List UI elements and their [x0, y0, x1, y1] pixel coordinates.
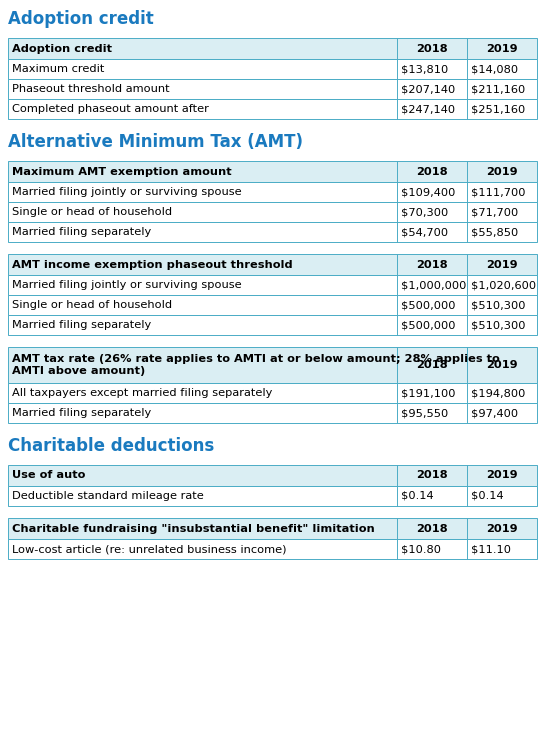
Text: $0.14: $0.14 — [401, 491, 434, 501]
Text: Married filing separately: Married filing separately — [12, 408, 152, 418]
Text: $11.10: $11.10 — [471, 544, 511, 554]
Text: 2019: 2019 — [486, 360, 518, 370]
Text: 2018: 2018 — [416, 523, 448, 534]
Text: Deductible standard mileage rate: Deductible standard mileage rate — [12, 491, 204, 501]
Text: 2019: 2019 — [486, 166, 518, 176]
Text: Adoption credit: Adoption credit — [12, 44, 112, 53]
Bar — [8, 79, 537, 99]
Bar — [8, 161, 537, 182]
Text: Married filing separately: Married filing separately — [12, 320, 152, 330]
Text: 2019: 2019 — [486, 523, 518, 534]
Text: $71,700: $71,700 — [471, 207, 518, 217]
Text: Married filing separately: Married filing separately — [12, 227, 152, 237]
Text: $97,400: $97,400 — [471, 408, 518, 418]
Text: 2018: 2018 — [416, 260, 448, 270]
Bar — [8, 202, 537, 222]
Text: All taxpayers except married filing separately: All taxpayers except married filing sepa… — [12, 388, 272, 398]
Text: $111,700: $111,700 — [471, 187, 525, 197]
Text: Maximum credit: Maximum credit — [12, 64, 105, 74]
Text: Single or head of household: Single or head of household — [12, 300, 172, 310]
Text: Charitable fundraising "insubstantial benefit" limitation: Charitable fundraising "insubstantial be… — [12, 523, 375, 534]
Text: 2018: 2018 — [416, 470, 448, 480]
Bar — [8, 465, 537, 486]
Bar — [8, 99, 537, 119]
Text: AMT income exemption phaseout threshold: AMT income exemption phaseout threshold — [12, 260, 293, 270]
Text: $10.80: $10.80 — [401, 544, 441, 554]
Text: $251,160: $251,160 — [471, 104, 525, 114]
Text: $1,020,600: $1,020,600 — [471, 280, 536, 290]
Text: Use of auto: Use of auto — [12, 470, 86, 480]
Text: $247,140: $247,140 — [401, 104, 455, 114]
Bar — [8, 295, 537, 315]
Text: Married filing jointly or surviving spouse: Married filing jointly or surviving spou… — [12, 187, 241, 197]
Bar — [8, 254, 537, 275]
Bar — [8, 59, 537, 79]
Bar — [8, 182, 537, 202]
Text: Low-cost article (re: unrelated business income): Low-cost article (re: unrelated business… — [12, 544, 287, 554]
Text: 2018: 2018 — [416, 44, 448, 53]
Text: $13,810: $13,810 — [401, 64, 448, 74]
Text: $191,100: $191,100 — [401, 388, 456, 398]
Text: $95,550: $95,550 — [401, 408, 448, 418]
Bar — [8, 222, 537, 242]
Text: Completed phaseout amount after: Completed phaseout amount after — [12, 104, 209, 114]
Text: Phaseout threshold amount: Phaseout threshold amount — [12, 84, 169, 94]
Text: $54,700: $54,700 — [401, 227, 448, 237]
Text: 2018: 2018 — [416, 166, 448, 176]
Text: $500,000: $500,000 — [401, 320, 456, 330]
Text: Maximum AMT exemption amount: Maximum AMT exemption amount — [12, 166, 232, 176]
Text: Single or head of household: Single or head of household — [12, 207, 172, 217]
Text: Adoption credit: Adoption credit — [8, 10, 154, 28]
Text: $14,080: $14,080 — [471, 64, 518, 74]
Text: $1,000,000: $1,000,000 — [401, 280, 467, 290]
Text: Alternative Minimum Tax (AMT): Alternative Minimum Tax (AMT) — [8, 133, 303, 151]
Text: $500,000: $500,000 — [401, 300, 456, 310]
Text: 2019: 2019 — [486, 470, 518, 480]
Text: $211,160: $211,160 — [471, 84, 525, 94]
Bar — [8, 38, 537, 59]
Bar — [8, 518, 537, 539]
Text: $0.14: $0.14 — [471, 491, 504, 501]
Bar — [8, 539, 537, 559]
Bar — [8, 403, 537, 423]
Text: $109,400: $109,400 — [401, 187, 456, 197]
Text: 2019: 2019 — [486, 44, 518, 53]
Text: $194,800: $194,800 — [471, 388, 525, 398]
Text: 2018: 2018 — [416, 360, 448, 370]
Bar — [8, 383, 537, 403]
Text: 2019: 2019 — [486, 260, 518, 270]
Text: $70,300: $70,300 — [401, 207, 448, 217]
Text: $510,300: $510,300 — [471, 320, 525, 330]
Text: Married filing jointly or surviving spouse: Married filing jointly or surviving spou… — [12, 280, 241, 290]
Text: $510,300: $510,300 — [471, 300, 525, 310]
Text: AMT tax rate (26% rate applies to AMTI at or below amount; 28% applies to
AMTI a: AMT tax rate (26% rate applies to AMTI a… — [12, 354, 500, 376]
Bar — [8, 275, 537, 295]
Text: $207,140: $207,140 — [401, 84, 455, 94]
Bar — [8, 486, 537, 506]
Text: $55,850: $55,850 — [471, 227, 518, 237]
Text: Charitable deductions: Charitable deductions — [8, 437, 214, 455]
Bar — [8, 315, 537, 335]
Bar — [8, 347, 537, 383]
